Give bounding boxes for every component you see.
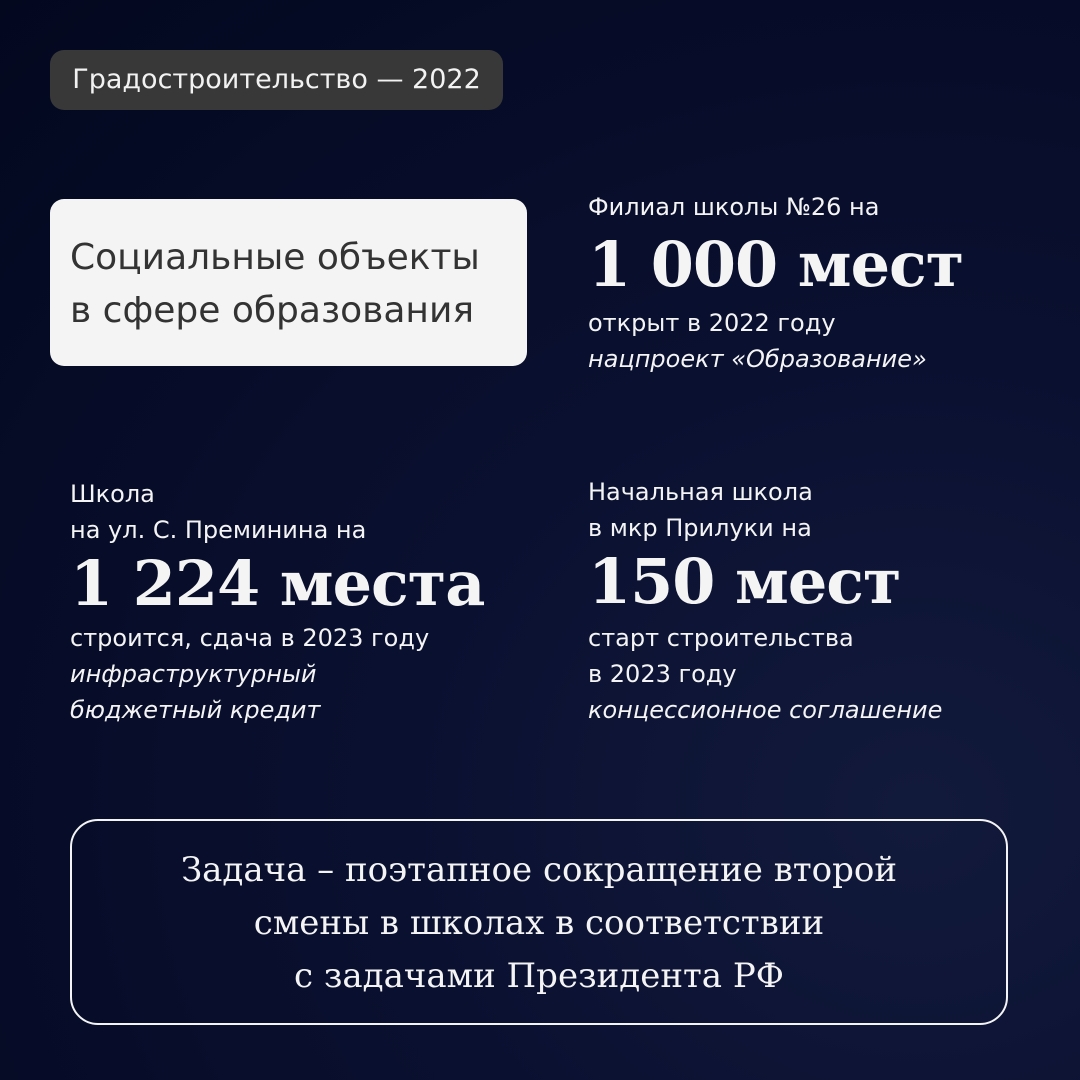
goal-line: Задача – поэтапное сокращение второй [180,850,898,890]
topic-line: Социальные объекты [70,237,480,278]
block-heading: на ул. С. Преминина на [70,516,367,544]
preminina-school-block: Школа на ул. С. Преминина на 1 224 места… [70,476,485,728]
block-heading: Начальная школа [588,478,813,506]
topic-line: в сфере образования [70,290,474,331]
block-value: 150 мест [588,545,901,618]
block-heading: Школа [70,480,155,508]
block-status: старт строительства [588,624,854,652]
goal-line: с задачами Президента РФ [294,956,784,996]
block-source: концессионное соглашение [588,696,943,724]
block-source: инфраструктурный [70,660,317,688]
block-status: строится, сдача в 2023 году [70,624,430,652]
goal-box: Задача – поэтапное сокращение второй сме… [70,819,1008,1025]
block-source: бюджетный кредит [70,696,321,724]
school-26-block: Филиал школы №26 на 1 000 мест открыт в … [588,189,964,377]
block-status: в 2023 году [588,660,737,688]
priluki-school-block: Начальная школа в мкр Прилуки на 150 мес… [588,474,942,728]
block-heading: Филиал школы №26 на [588,193,880,221]
block-source: нацпроект «Образование» [588,345,927,373]
block-status: открыт в 2022 году [588,309,836,337]
block-value: 1 224 места [70,547,485,620]
goal-line: смены в школах в соответствии [253,903,825,943]
block-heading: в мкр Прилуки на [588,514,812,542]
topic-box: Социальные объекты в сфере образования [50,199,527,366]
category-badge: Градостроительство — 2022 [50,50,503,110]
block-value: 1 000 мест [588,228,964,301]
